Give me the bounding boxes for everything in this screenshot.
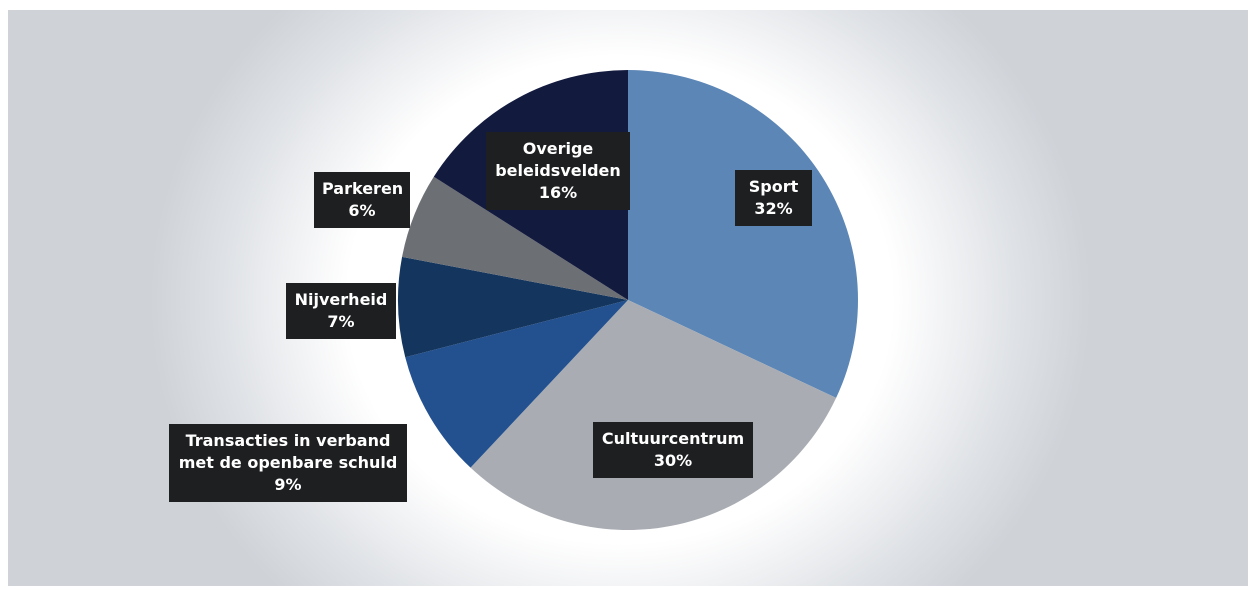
label-parkeren-name: Parkeren (322, 179, 404, 198)
label-overige-value: 16% (538, 183, 578, 202)
label-sport: Sport 32% (735, 170, 812, 226)
label-transacties-value: 9% (274, 475, 302, 494)
label-overige-line-2: beleidsvelden (495, 161, 621, 180)
pie-slice-sport (628, 70, 859, 398)
pie-slice-transacties-in-verband-met-de-openbare-schuld (405, 300, 628, 468)
label-sport-name: Sport (748, 177, 799, 196)
pie-slice-nijverheid (397, 256, 628, 358)
label-cultuurcentrum-name: Cultuurcentrum (601, 429, 745, 448)
pie-slice-parkeren (402, 176, 628, 300)
label-nijverheid-value: 7% (327, 312, 355, 331)
label-transacties-line-1: Transacties in verband (185, 431, 391, 450)
label-nijverheid: Nijverheid 7% (286, 283, 396, 339)
label-parkeren: Parkeren 6% (314, 172, 410, 228)
label-overige-line-1: Overige (522, 139, 594, 158)
label-parkeren-value: 6% (348, 201, 376, 220)
label-sport-value: 32% (754, 199, 793, 218)
pie-chart: Sport 32% Cultuurcentrum 30% Transacties… (8, 10, 1248, 586)
label-nijverheid-name: Nijverheid (294, 290, 388, 309)
label-transacties-line-2: met de openbare schuld (178, 453, 398, 472)
label-transacties: Transacties in verband met de openbare s… (169, 424, 407, 502)
label-cultuurcentrum-value: 30% (653, 451, 693, 470)
label-overige-beleidsvelden: Overige beleidsvelden 16% (486, 132, 630, 210)
label-cultuurcentrum: Cultuurcentrum 30% (593, 422, 753, 478)
